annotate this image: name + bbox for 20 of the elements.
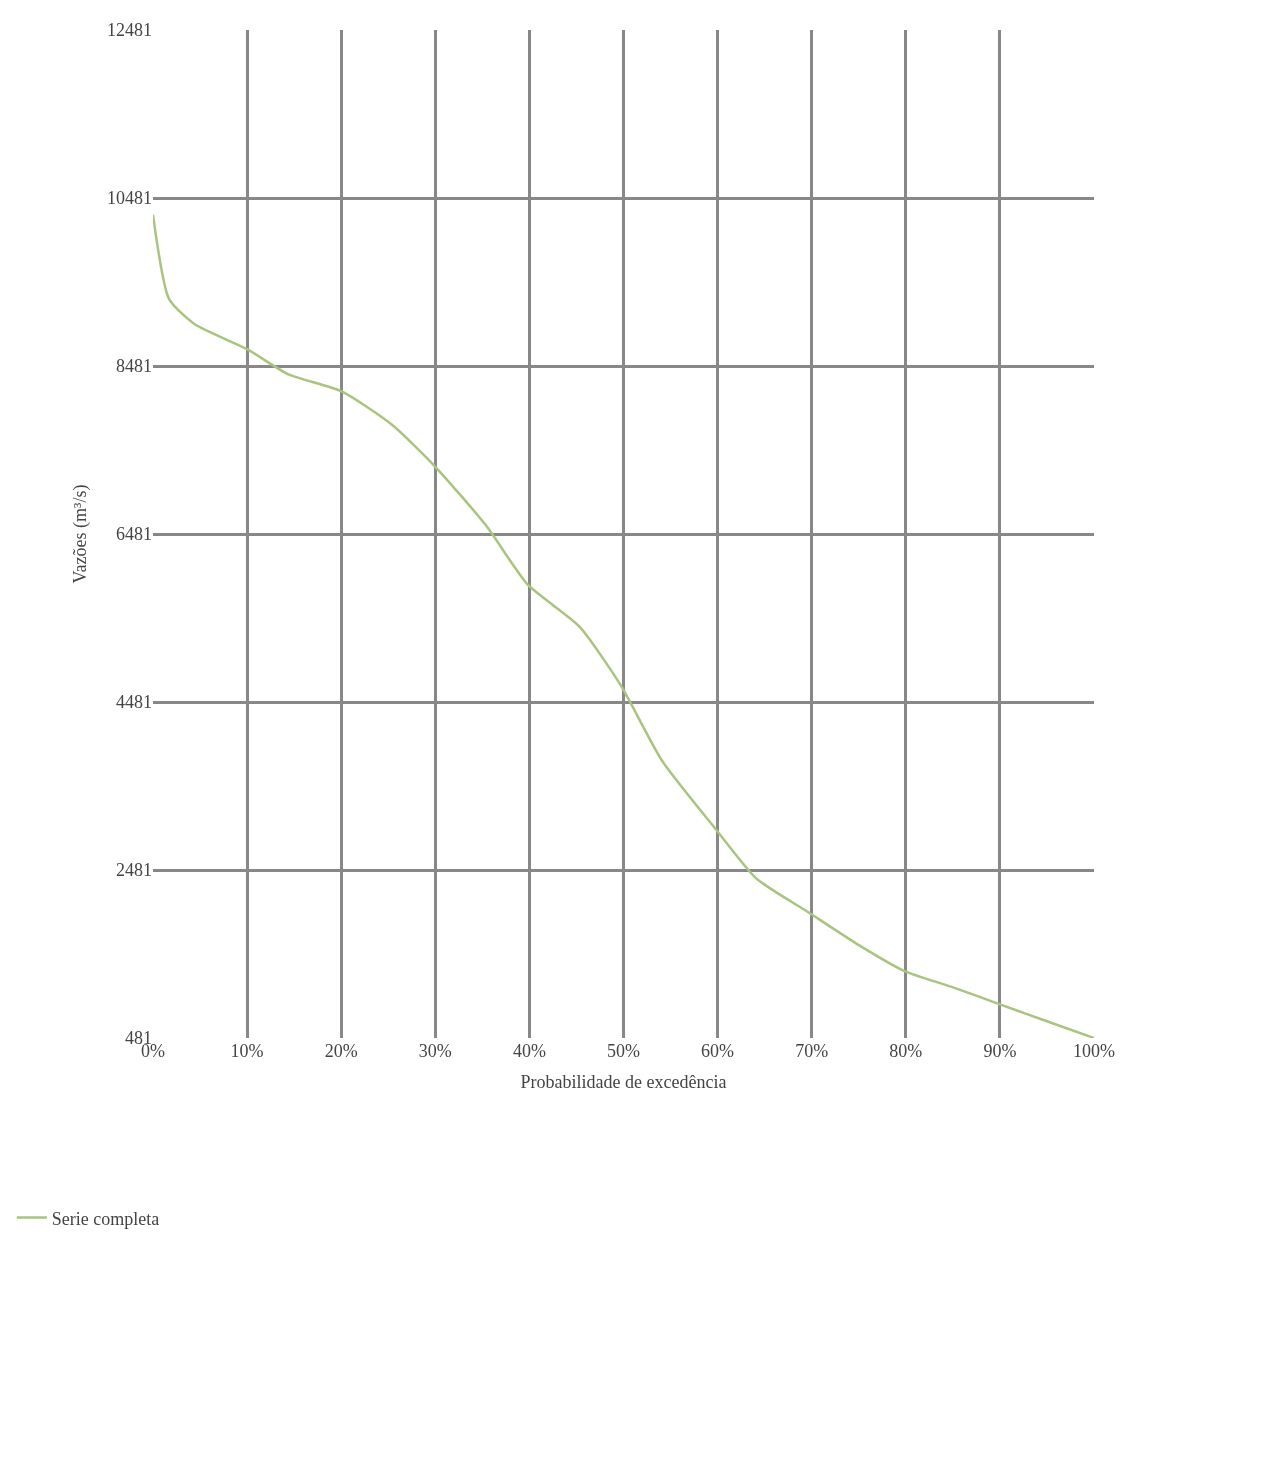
y-axis-title: Vazões (m³/s) bbox=[70, 484, 92, 584]
x-tick-label: 50% bbox=[607, 1041, 640, 1061]
y-tick-label: 8481 bbox=[116, 356, 152, 377]
x-tick-label: 100% bbox=[1073, 1041, 1115, 1061]
x-tick-label: 20% bbox=[324, 1041, 358, 1061]
x-axis-title: Probabilidade de excedência bbox=[520, 1072, 727, 1093]
x-tick-label: 40% bbox=[512, 1041, 546, 1061]
legend-label: Serie completa bbox=[51, 1208, 160, 1229]
y-tick-label: 6481 bbox=[116, 524, 152, 545]
line-series bbox=[153, 213, 1094, 1038]
y-tick-label: 4481 bbox=[116, 692, 152, 713]
x-tick-label: 80% bbox=[889, 1041, 923, 1061]
y-tick-label: 12481 bbox=[107, 20, 152, 41]
x-tick-label: 60% bbox=[701, 1041, 735, 1061]
y-tick-label: 2481 bbox=[116, 860, 152, 881]
y-tick-label: 10481 bbox=[107, 188, 152, 209]
x-tick-label: 30% bbox=[418, 1041, 452, 1061]
x-tick-label: 70% bbox=[795, 1041, 829, 1061]
x-tick-label: 90% bbox=[983, 1041, 1017, 1061]
x-tick-label: 10% bbox=[230, 1041, 264, 1061]
